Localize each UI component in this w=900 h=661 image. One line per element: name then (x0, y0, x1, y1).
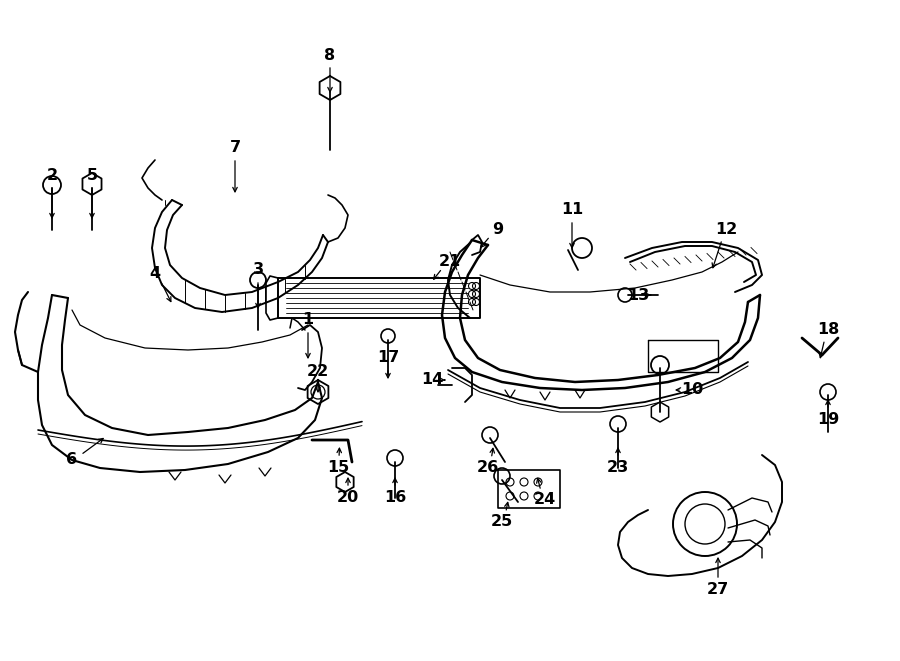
Text: 6: 6 (67, 453, 77, 467)
Text: 15: 15 (327, 461, 349, 475)
Text: 27: 27 (706, 582, 729, 598)
Text: 4: 4 (149, 266, 160, 280)
Text: 21: 21 (439, 254, 461, 270)
Text: 8: 8 (324, 48, 336, 63)
Text: 23: 23 (607, 461, 629, 475)
Text: 3: 3 (252, 262, 264, 278)
Text: 7: 7 (230, 141, 240, 155)
Text: 10: 10 (681, 383, 703, 397)
Text: 5: 5 (86, 167, 97, 182)
Text: 2: 2 (47, 167, 58, 182)
Text: 9: 9 (492, 223, 504, 237)
Text: 13: 13 (627, 288, 649, 303)
Text: 20: 20 (337, 490, 359, 506)
Text: 14: 14 (421, 373, 443, 387)
Text: 24: 24 (534, 492, 556, 508)
Text: 17: 17 (377, 350, 399, 366)
Text: 11: 11 (561, 202, 583, 217)
Text: 26: 26 (477, 461, 500, 475)
Text: 1: 1 (302, 313, 313, 327)
Text: 18: 18 (817, 323, 839, 338)
Text: 12: 12 (715, 223, 737, 237)
Text: 19: 19 (817, 412, 839, 428)
Text: 22: 22 (307, 364, 329, 379)
Text: 16: 16 (384, 490, 406, 506)
Text: 25: 25 (491, 514, 513, 529)
